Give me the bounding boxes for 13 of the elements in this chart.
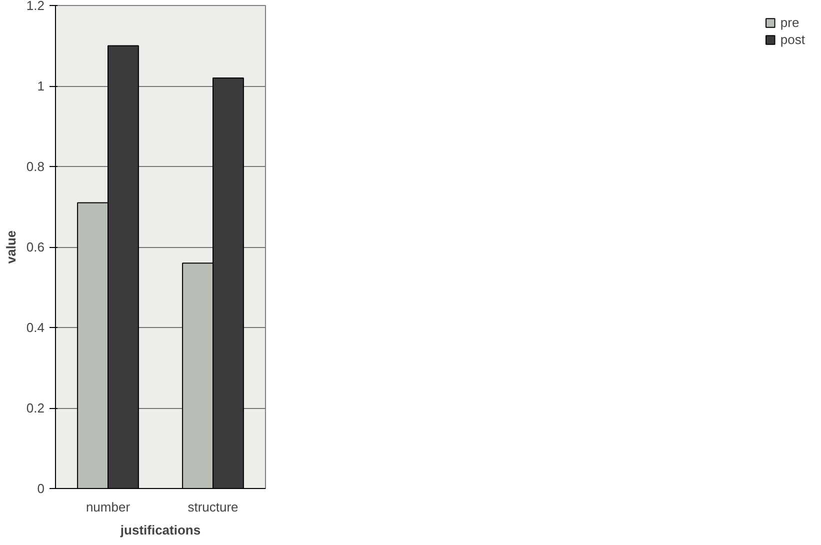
x-tick-label: structure xyxy=(188,500,238,514)
legend-label: pre xyxy=(780,15,800,30)
y-axis-title: value xyxy=(3,230,18,264)
y-tick-label: 0 xyxy=(37,481,45,496)
y-tick-label: 0.2 xyxy=(26,400,45,416)
y-tick-label: 1.2 xyxy=(26,0,45,13)
legend-label: post xyxy=(780,32,805,47)
x-axis-title: justifications xyxy=(119,522,201,538)
y-tick-label: 0.6 xyxy=(26,240,45,254)
y-tick-label: 0.8 xyxy=(26,159,45,174)
x-tick-label: number xyxy=(86,500,131,514)
y-tick-label: 1 xyxy=(37,78,45,94)
y-tick-label: 0.4 xyxy=(26,320,45,335)
